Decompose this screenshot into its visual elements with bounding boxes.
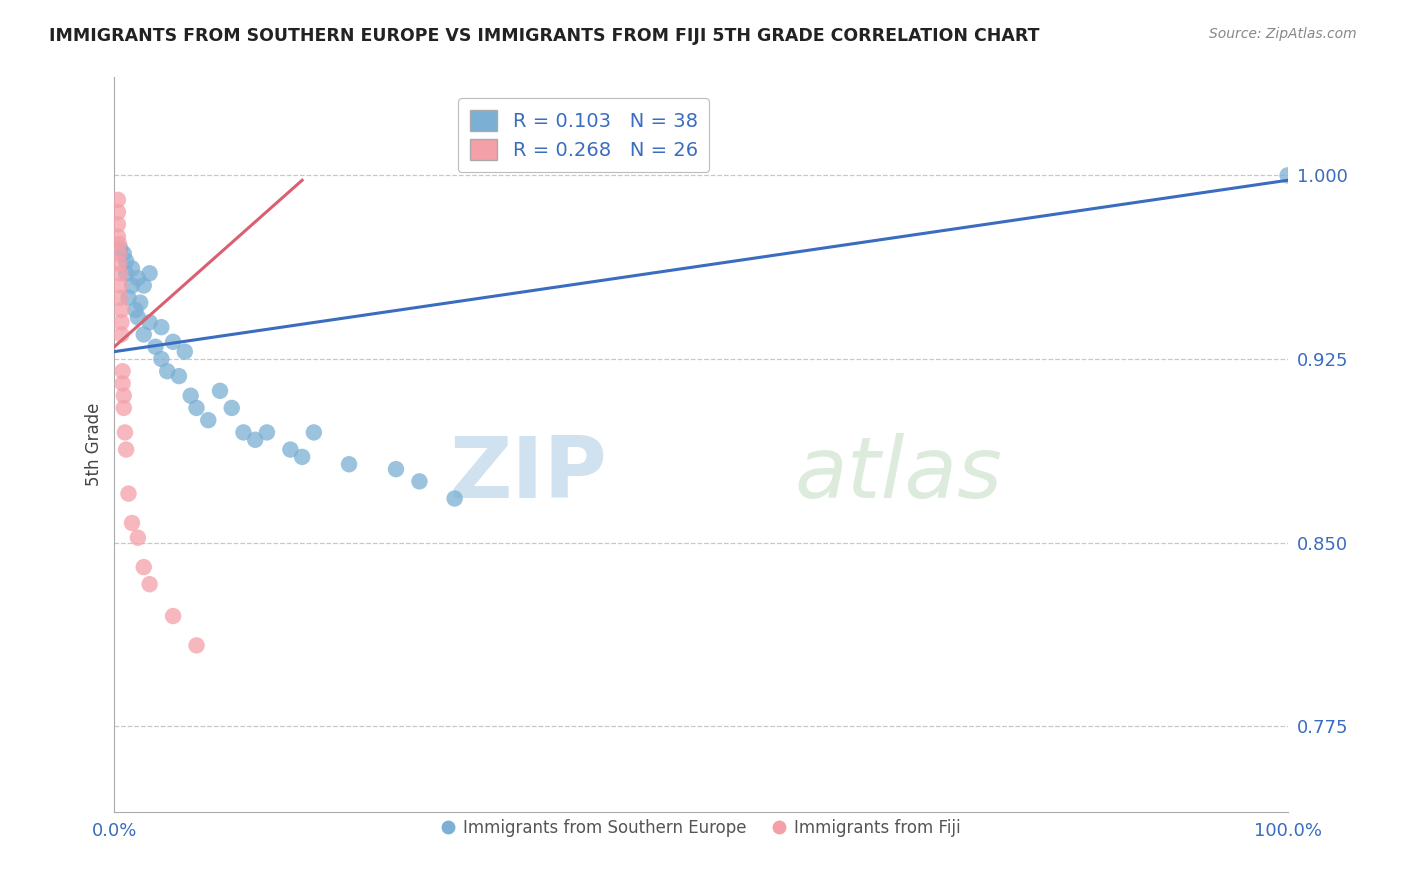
Text: Source: ZipAtlas.com: Source: ZipAtlas.com (1209, 27, 1357, 41)
Point (167, 369, 190, 384)
Point (132, 560, 155, 574)
Point (112, 401, 135, 415)
Y-axis label: 5th Grade: 5th Grade (86, 403, 103, 486)
Point (115, 442, 138, 457)
Point (110, 242, 132, 256)
Point (221, 401, 243, 415)
Point (112, 246, 135, 260)
Point (180, 389, 202, 403)
Point (186, 639, 208, 653)
Point (1277, 169, 1299, 183)
Point (291, 450, 314, 464)
Point (129, 295, 152, 310)
Point (121, 261, 143, 276)
Point (112, 389, 135, 403)
Point (127, 271, 149, 285)
Point (107, 217, 129, 231)
Point (107, 229, 129, 244)
Point (121, 516, 143, 530)
Text: atlas: atlas (794, 433, 1002, 516)
Point (127, 531, 149, 545)
Point (115, 266, 138, 280)
Point (302, 425, 325, 440)
Point (110, 291, 132, 305)
Point (110, 327, 132, 342)
Point (108, 256, 131, 270)
Point (110, 278, 132, 293)
Text: IMMIGRANTS FROM SOUTHERN EUROPE VS IMMIGRANTS FROM FIJI 5TH GRADE CORRELATION CH: IMMIGRANTS FROM SOUTHERN EUROPE VS IMMIG… (49, 27, 1039, 45)
Point (256, 425, 278, 440)
Point (108, 236, 131, 251)
Point (114, 425, 136, 440)
Point (408, 475, 430, 489)
Point (138, 577, 160, 591)
Point (115, 254, 138, 268)
Text: ZIP: ZIP (450, 433, 607, 516)
Point (186, 401, 208, 415)
Point (156, 364, 179, 378)
Point (127, 310, 149, 325)
Point (232, 425, 254, 440)
Point (150, 320, 173, 334)
Point (132, 278, 155, 293)
Point (121, 278, 143, 293)
Point (280, 442, 302, 457)
Point (337, 457, 360, 471)
Point (138, 315, 160, 329)
Point (173, 344, 195, 359)
Point (385, 462, 408, 476)
Point (111, 364, 134, 378)
Point (245, 433, 267, 447)
Point (108, 246, 131, 260)
Point (107, 193, 129, 207)
Point (162, 609, 184, 624)
Point (111, 376, 134, 391)
Point (132, 327, 155, 342)
Point (162, 334, 184, 349)
Point (107, 205, 129, 219)
Point (110, 303, 132, 318)
Point (197, 413, 219, 427)
Legend: Immigrants from Southern Europe, Immigrants from Fiji: Immigrants from Southern Europe, Immigra… (434, 813, 967, 844)
Point (145, 340, 167, 354)
Point (110, 315, 132, 329)
Point (124, 303, 146, 318)
Point (117, 486, 139, 500)
Point (110, 266, 132, 280)
Point (150, 351, 173, 366)
Point (117, 291, 139, 305)
Point (208, 384, 231, 398)
Point (138, 266, 160, 280)
Point (443, 491, 465, 506)
